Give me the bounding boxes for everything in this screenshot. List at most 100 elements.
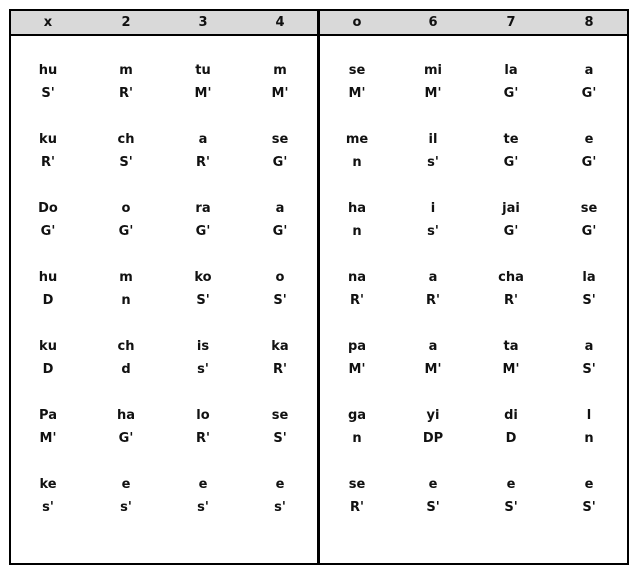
swara-note: S'	[504, 500, 518, 515]
column-header: o	[352, 15, 362, 30]
table-cell: e s'	[168, 473, 238, 519]
swara-note: n	[352, 155, 362, 170]
swara-note: S'	[273, 431, 287, 446]
table-cell: mi M'	[398, 59, 468, 105]
lyric-syllable: lo	[196, 408, 210, 423]
swara-note: s'	[120, 500, 132, 515]
swara-note: d	[121, 362, 131, 377]
lyric-syllable: se	[348, 63, 366, 78]
lyric-syllable: jai	[502, 201, 520, 216]
table-cell: ke s'	[13, 473, 83, 519]
swara-note: s'	[42, 500, 54, 515]
lyric-syllable: se	[348, 477, 366, 492]
table-cell: hu D	[13, 266, 83, 312]
column-header: 2	[121, 15, 131, 30]
lyric-syllable: se	[580, 201, 598, 216]
table-cell: ha n	[322, 197, 392, 243]
table-cell: se G'	[245, 128, 315, 174]
table-cell: e S'	[398, 473, 468, 519]
lyric-syllable: a	[584, 339, 594, 354]
table-cell: Do G'	[13, 197, 83, 243]
lyric-syllable: la	[504, 63, 518, 78]
table-cell: m R'	[91, 59, 161, 105]
lyric-syllable: ha	[347, 201, 367, 216]
table-cell: il s'	[398, 128, 468, 174]
swara-note: D	[42, 362, 54, 377]
table-cell: a G'	[554, 59, 624, 105]
swara-note: S'	[273, 293, 287, 308]
lyric-syllable: ha	[116, 408, 136, 423]
table-cell: e G'	[554, 128, 624, 174]
lyric-syllable: se	[271, 408, 289, 423]
lyric-syllable: pa	[347, 339, 367, 354]
column-header: 4	[275, 15, 285, 30]
table-cell: Pa M'	[13, 404, 83, 450]
table-cell: ku R'	[13, 128, 83, 174]
table-cell: la G'	[476, 59, 546, 105]
swara-note: M'	[502, 362, 520, 377]
lyric-syllable: il	[428, 132, 438, 147]
table-cell: e S'	[554, 473, 624, 519]
swara-note: G'	[40, 224, 56, 239]
table-cell: se M'	[322, 59, 392, 105]
column-header: 3	[198, 15, 208, 30]
table-cell: ra G'	[168, 197, 238, 243]
table-cell: a S'	[554, 335, 624, 381]
swara-note: M'	[39, 431, 57, 446]
lyric-syllable: na	[347, 270, 367, 285]
lyric-syllable: a	[428, 339, 438, 354]
swara-note: M'	[348, 86, 366, 101]
swara-note: n	[121, 293, 131, 308]
table-cell: is s'	[168, 335, 238, 381]
lyric-syllable: i	[430, 201, 436, 216]
swara-note: R'	[119, 86, 133, 101]
table-cell: ch S'	[91, 128, 161, 174]
lyric-syllable: mi	[423, 63, 442, 78]
swara-note: G'	[195, 224, 211, 239]
swara-note: R'	[196, 431, 210, 446]
lyric-syllable: a	[584, 63, 594, 78]
swara-note: M'	[424, 362, 442, 377]
table-cell: e S'	[476, 473, 546, 519]
table-cell: cha R'	[476, 266, 546, 312]
lyric-syllable: e	[198, 477, 208, 492]
swara-note: S'	[426, 500, 440, 515]
lyric-syllable: yi	[426, 408, 440, 423]
swara-note: G'	[118, 224, 134, 239]
swara-note: n	[352, 224, 362, 239]
lyric-syllable: a	[428, 270, 438, 285]
table-cell: a M'	[398, 335, 468, 381]
table-cell: o S'	[245, 266, 315, 312]
table-cell: me n	[322, 128, 392, 174]
lyric-syllable: e	[506, 477, 516, 492]
swara-note: S'	[582, 500, 596, 515]
lyric-syllable: cha	[498, 270, 524, 285]
table-cell: a G'	[245, 197, 315, 243]
swara-note: S'	[582, 293, 596, 308]
table-cell: a R'	[168, 128, 238, 174]
swara-note: G'	[118, 431, 134, 446]
swara-note: G'	[581, 224, 597, 239]
swara-note: R'	[196, 155, 210, 170]
table-cell: te G'	[476, 128, 546, 174]
lyric-syllable: tu	[195, 63, 211, 78]
lyric-syllable: hu	[38, 63, 58, 78]
swara-note: R'	[350, 293, 364, 308]
lyric-syllable: ko	[194, 270, 212, 285]
swara-note: n	[584, 431, 594, 446]
lyric-syllable: di	[504, 408, 518, 423]
swara-note: M'	[424, 86, 442, 101]
swara-note: s'	[427, 224, 439, 239]
lyric-syllable: ka	[271, 339, 289, 354]
lyric-syllable: ta	[503, 339, 519, 354]
lyric-syllable: se	[271, 132, 289, 147]
swara-note: DP	[422, 431, 444, 446]
lyric-syllable: e	[428, 477, 438, 492]
swara-note: D	[505, 431, 517, 446]
lyric-syllable: ku	[39, 132, 57, 147]
lyric-syllable: ke	[39, 477, 57, 492]
lyric-syllable: me	[345, 132, 369, 147]
swara-note: R'	[504, 293, 518, 308]
table-cell: se G'	[554, 197, 624, 243]
